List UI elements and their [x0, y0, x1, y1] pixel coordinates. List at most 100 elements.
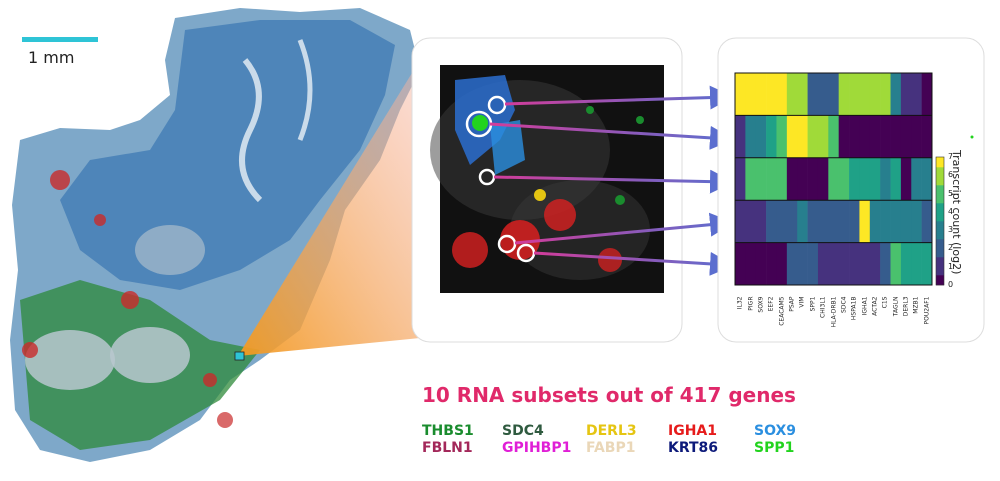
heatmap-column-label: EEF2: [767, 296, 775, 312]
heatmap-cell: [869, 200, 881, 243]
colorbar-tick-label: 1: [948, 261, 954, 271]
colorbar-segment: [936, 237, 944, 240]
gene-label-igha1: IGHA1: [668, 423, 717, 439]
heatmap-cell: [776, 200, 788, 243]
colorbar-segment: [936, 257, 944, 260]
tissue-section-image: [10, 8, 420, 462]
heatmap-cell: [880, 242, 891, 286]
colorbar-segment: [936, 235, 944, 238]
heatmap-cell: [735, 157, 746, 201]
heatmap-cell: [745, 157, 757, 201]
heatmap-cell: [817, 157, 829, 201]
heatmap-cell: [869, 242, 881, 286]
colorbar-segment: [936, 199, 944, 202]
heatmap-cell: [776, 157, 788, 201]
zoom-cone: [238, 60, 420, 356]
heatmap-cell: [838, 242, 850, 286]
scale-bar: [22, 37, 98, 42]
colorbar-segment: [936, 241, 944, 244]
connector-arrows: [489, 85, 734, 276]
colorbar-segment: [936, 203, 944, 206]
colorbar-segment: [936, 175, 944, 178]
heatmap-cell: [880, 200, 891, 243]
arrow-row-5: [533, 251, 734, 276]
colorbar-tick-label: 4: [948, 206, 954, 216]
colorbar-segment: [936, 157, 944, 160]
scale-bar-label: 1 mm: [28, 48, 75, 67]
heatmap-cell: [766, 115, 777, 159]
colorbar-segment: [936, 209, 944, 212]
heatmap-cell: [786, 73, 798, 116]
colorbar-segment: [936, 275, 944, 278]
gene-label-thbs1: THBS1: [422, 423, 474, 439]
heatmap-cell: [807, 157, 819, 201]
heatmap-cell: [797, 242, 808, 286]
heatmap-cell: [807, 115, 819, 159]
heatmap-cell: [838, 200, 850, 243]
heatmap-cell: [921, 157, 933, 201]
heatmap-cell: [735, 115, 746, 159]
colorbar-segment: [936, 177, 944, 180]
heatmap-cell: [755, 157, 767, 201]
heatmap-cell: [859, 157, 871, 201]
heatmap-column-label: HSPA1B: [850, 296, 858, 321]
heatmap-cell: [911, 242, 922, 286]
heatmap-column-label: IL32: [736, 296, 744, 310]
heatmap-cell: [880, 157, 891, 201]
heatmap-cell: [849, 157, 860, 201]
heatmap-cell: [880, 73, 891, 116]
heatmap-cell: [786, 115, 798, 159]
colorbar-tick-label: 3: [948, 225, 954, 235]
colorbar-segment: [936, 283, 944, 286]
colorbar-segment: [936, 205, 944, 208]
heatmap-cell: [869, 157, 881, 201]
heatmap-cell: [911, 115, 922, 159]
heatmap-cell: [817, 115, 829, 159]
heatmap-cell: [755, 200, 767, 243]
colorbar-segment: [936, 197, 944, 200]
colorbar-segment: [936, 253, 944, 256]
heatmap-cell: [817, 242, 829, 286]
heatmap-column-label: SOX9: [757, 296, 765, 313]
heatmap-cell: [776, 115, 788, 159]
colorbar-segment: [936, 169, 944, 172]
heatmap-column-label: IGHA1: [861, 296, 869, 316]
heatmap-cell: [921, 115, 933, 159]
legend-dot: [970, 135, 974, 139]
colorbar-segment: [936, 167, 944, 170]
heatmap-cell: [755, 73, 767, 116]
gene-label-fabp1: FABP1: [586, 440, 636, 456]
heatmap-cell: [766, 157, 777, 201]
colorbar-segment: [936, 245, 944, 248]
colorbar-segment: [936, 221, 944, 224]
colorbar-segment: [936, 227, 944, 230]
colorbar-segment: [936, 171, 944, 174]
colorbar-segment: [936, 191, 944, 194]
heatmap-cell: [880, 115, 891, 159]
heatmap-cell: [859, 115, 871, 159]
heatmap-cell: [807, 242, 819, 286]
colorbar-segment: [936, 201, 944, 204]
colorbar-segment: [936, 187, 944, 190]
heatmap-column-label: CEACAM5: [778, 296, 786, 326]
colorbar-segment: [936, 223, 944, 226]
colorbar-segment: [936, 219, 944, 222]
heatmap-column-label: SPP1: [809, 296, 817, 312]
colorbar-segment: [936, 193, 944, 196]
colorbar-segment: [936, 181, 944, 184]
heatmap-cell: [797, 200, 808, 243]
heatmap-column-label: HLA-DRB1: [830, 296, 837, 328]
heatmap-cell: [849, 242, 860, 286]
heatmap-cell: [849, 115, 860, 159]
colorbar-segment: [936, 247, 944, 250]
colorbar-segment: [936, 279, 944, 282]
heatmap-column-label: POU2AF1: [923, 296, 931, 325]
heatmap-cell: [755, 115, 767, 159]
colorbar-segment: [936, 263, 944, 266]
colorbar-segment: [936, 261, 944, 264]
heatmap-cell: [890, 157, 902, 201]
heatmap-cell: [807, 73, 819, 116]
colorbar-segment: [936, 255, 944, 258]
colorbar-segment: [936, 189, 944, 192]
colorbar-segment: [936, 173, 944, 176]
